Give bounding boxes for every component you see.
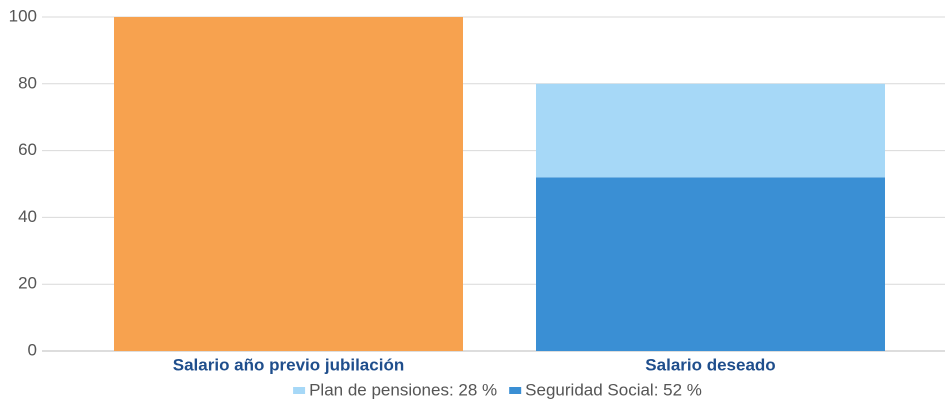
- y-tick-label: 20: [18, 274, 37, 293]
- legend-label: Seguridad Social: 52 %: [525, 380, 702, 399]
- y-tick-label: 0: [28, 340, 37, 359]
- legend-label: Plan de pensiones: 28 %: [309, 380, 497, 399]
- legend-swatch: [293, 387, 306, 394]
- x-tick-label: Salario año previo jubilación: [173, 355, 404, 374]
- legend-swatch: [509, 387, 522, 394]
- y-tick-label: 80: [18, 73, 37, 92]
- y-tick-label: 100: [9, 6, 37, 25]
- x-tick-label: Salario deseado: [645, 355, 775, 374]
- bar-segment: [536, 177, 885, 351]
- y-tick-label: 40: [18, 207, 37, 226]
- bar-segment: [114, 17, 463, 351]
- bar-segment: [536, 83, 885, 178]
- y-tick-label: 60: [18, 140, 37, 159]
